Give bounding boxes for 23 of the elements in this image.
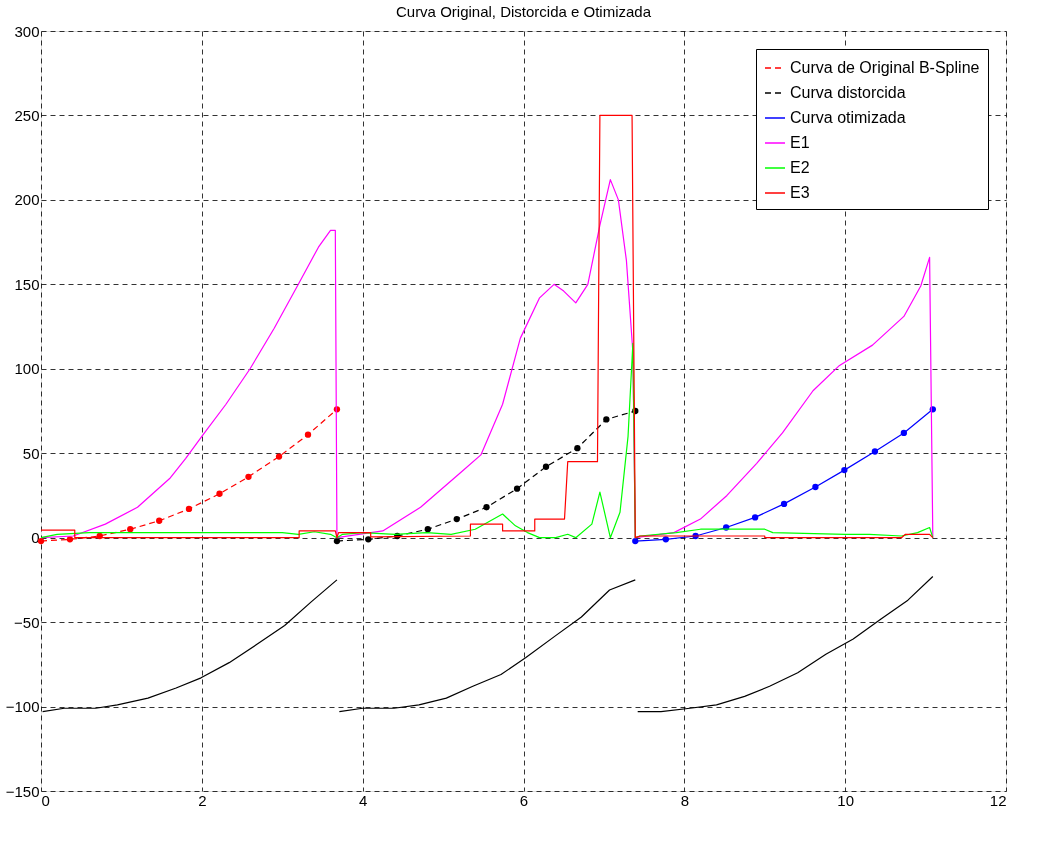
x-tick-label: 6 [519,791,529,809]
legend-label: Curva distorcida [790,84,906,101]
legend-label: E3 [790,184,810,201]
y-tick-label: −100 [5,698,40,716]
x-tick-label: 12 [989,791,1007,809]
y-tick-label: 300 [14,22,40,40]
y-tick-label: 0 [31,529,40,547]
y-tick-label: 150 [14,275,40,293]
legend-label: E2 [790,159,810,176]
y-tick-label: 200 [14,191,40,209]
y-tick-label: −50 [14,613,40,631]
legend-label: Curva de Original B-Spline [790,59,980,76]
y-tick-label: 250 [14,106,40,124]
legend-label: Curva otimizada [790,109,906,126]
x-tick-label: 10 [837,791,855,809]
x-tick-label: 4 [358,791,368,809]
x-tick-label: 2 [198,791,207,809]
legend-label: E1 [790,134,810,151]
x-tick-label: 8 [680,791,690,809]
y-tick-label: −150 [5,782,40,800]
y-tick-label: 100 [14,360,40,378]
y-tick-label: 50 [22,444,40,462]
chart-title: Curva Original, Distorcida e Otimizada [395,3,652,20]
